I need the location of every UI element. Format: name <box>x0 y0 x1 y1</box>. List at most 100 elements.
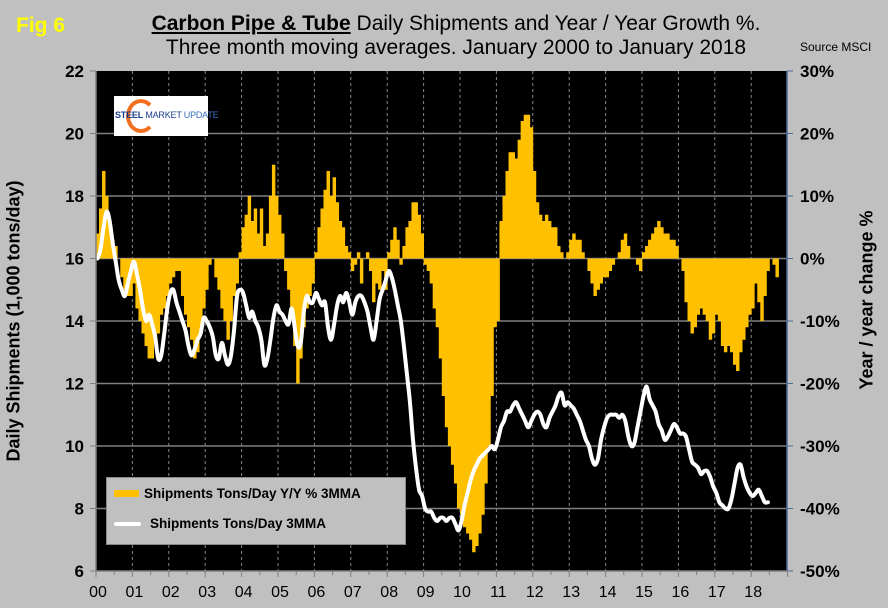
yoy-bar <box>469 258 473 540</box>
legend-item-bars: Shipments Tons/Day Y/Y % 3MMA <box>107 486 361 501</box>
yoy-bar <box>332 177 337 259</box>
yoy-bar <box>393 227 397 259</box>
figure-label: Fig 6 <box>16 14 66 37</box>
yoy-bar <box>296 258 300 384</box>
yoy-bar <box>147 258 151 359</box>
line-series <box>95 209 770 533</box>
right-tick-label: -30% <box>800 437 840 456</box>
yoy-bar <box>314 252 318 259</box>
steel-market-update-logo: STEEL MARKET UPDATE <box>114 96 219 136</box>
right-axis-ticks: -50% -40% -30% -20% -10% 0% 10% 20% 30% <box>787 62 840 581</box>
yoy-bar <box>684 258 688 303</box>
yoy-bar <box>381 258 385 271</box>
yoy-bar <box>551 227 555 259</box>
yoy-bar <box>205 258 209 290</box>
yoy-bar <box>435 258 440 328</box>
yoy-bar <box>105 196 109 259</box>
yoy-bar <box>596 258 600 290</box>
yoy-bar <box>202 258 206 309</box>
yoy-bar <box>702 258 707 315</box>
yoy-bar <box>523 114 528 259</box>
x-tick-label: 15 <box>635 584 653 601</box>
yoy-bar <box>590 258 594 284</box>
yoy-bar <box>739 258 743 353</box>
yoy-bar <box>241 227 246 259</box>
y-axis-label-right: Year / year change % <box>856 210 877 390</box>
yoy-bar <box>544 214 549 259</box>
yoy-bar <box>514 158 519 259</box>
yoy-bar <box>745 258 749 328</box>
yoy-bar <box>232 258 236 296</box>
x-axis-ticks: 00 01 02 03 04 05 06 07 08 09 10 11 12 13 14 15 16 17 18 <box>89 571 789 601</box>
yoy-bar <box>214 258 218 278</box>
yoy-bar <box>168 258 173 284</box>
yoy-bar <box>657 221 661 259</box>
x-tick-label: 01 <box>126 584 144 601</box>
chart-legend: Shipments Tons/Day Y/Y % 3MMA Shipments … <box>106 477 406 545</box>
yoy-bar <box>453 258 458 484</box>
yoy-bar <box>156 258 161 334</box>
yoy-bar <box>387 252 391 259</box>
yoy-bar <box>602 258 606 278</box>
yoy-bar <box>302 258 306 328</box>
yoy-bar <box>772 258 776 265</box>
left-tick-label: 20 <box>65 125 84 144</box>
yoy-bar <box>560 252 564 259</box>
yoy-bar <box>347 252 352 259</box>
yoy-bar <box>711 258 716 334</box>
yoy-bar <box>593 258 597 296</box>
yoy-bar <box>120 258 124 278</box>
yoy-bar <box>165 258 170 296</box>
yoy-bar <box>499 221 503 259</box>
yoy-bar <box>438 258 443 359</box>
yoy-bar <box>742 258 746 340</box>
yoy-bar <box>456 258 461 509</box>
yoy-bar <box>444 258 449 428</box>
yoy-bar <box>566 252 570 259</box>
yoy-bar <box>287 258 291 290</box>
yoy-bar <box>281 233 285 259</box>
yoy-bar <box>132 258 136 284</box>
yoy-bar <box>681 258 685 271</box>
yoy-bar <box>411 202 415 259</box>
x-tick-label: 00 <box>89 584 107 601</box>
yoy-bar <box>378 258 382 290</box>
x-tick-label: 16 <box>672 584 690 601</box>
yoy-bar <box>660 227 664 259</box>
right-tick-label: 30% <box>800 62 834 81</box>
source-note: Source MSCI <box>800 40 872 54</box>
right-tick-label: 0% <box>800 250 825 269</box>
y-axis-label-left: Daily Shipments (1,000 tons/day) <box>3 180 24 462</box>
x-tick-label: 03 <box>198 584 216 601</box>
yoy-bar <box>338 221 343 259</box>
yoy-bar <box>748 258 752 315</box>
yoy-bar <box>171 258 176 278</box>
yoy-bar <box>262 246 267 259</box>
yoy-bar <box>736 258 740 371</box>
x-tick-label: 14 <box>599 584 617 601</box>
chart-subtitle: Three month moving averages. January 200… <box>165 36 747 59</box>
yoy-bar <box>654 227 658 259</box>
yoy-bar <box>390 239 394 259</box>
yoy-bar <box>423 258 428 265</box>
yoy-bar <box>587 258 591 271</box>
yoy-bar <box>159 258 164 315</box>
yoy-bar <box>144 258 148 346</box>
yoy-bar <box>162 258 167 309</box>
yoy-bar <box>323 189 327 259</box>
legend-label-bars: Shipments Tons/Day Y/Y % 3MMA <box>144 486 361 501</box>
yoy-bar <box>529 127 534 259</box>
yoy-bar <box>226 258 230 340</box>
yoy-bar <box>575 239 579 259</box>
yoy-bar <box>180 258 185 296</box>
yoy-bar <box>265 233 270 259</box>
yoy-bar <box>141 258 145 334</box>
yoy-bar <box>717 258 722 321</box>
yoy-bar <box>187 258 191 328</box>
yoy-bar <box>714 258 719 315</box>
yoy-bar <box>554 227 558 259</box>
yoy-bar <box>417 214 421 259</box>
yoy-bar <box>108 221 112 259</box>
yoy-bar <box>253 208 258 259</box>
logo-text: STEEL MARKET UPDATE <box>115 110 219 120</box>
